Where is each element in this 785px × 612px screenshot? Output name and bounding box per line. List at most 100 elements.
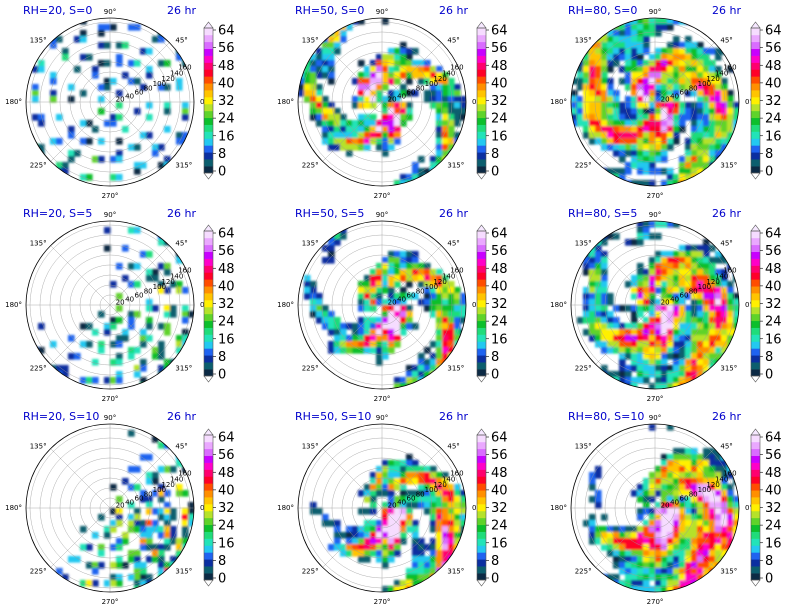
colorbar-min-extension <box>203 375 214 383</box>
angle-label: 315° <box>447 567 464 575</box>
radial-tick-label: 40 <box>397 92 406 100</box>
colorbar: 0 8 16 24 32 40 48 56 64 <box>476 224 508 383</box>
radial-tick-label: 60 <box>680 89 689 97</box>
radial-tick-label: 120 <box>706 278 719 286</box>
radial-tick-label: 120 <box>706 75 719 83</box>
radial-tick-label: 60 <box>680 495 689 503</box>
angle-label: 180° <box>277 301 294 309</box>
radial-tick-label: 20 <box>661 501 670 509</box>
polar-frame <box>25 423 195 593</box>
polar-grid <box>571 18 739 186</box>
colorbar-tick-label: 48 <box>765 59 782 74</box>
polar-frame <box>297 423 467 593</box>
radial-tick-label: 40 <box>125 498 134 506</box>
colorbar-tick-label: 32 <box>491 297 508 312</box>
colorbar-tick-label: 56 <box>491 244 508 259</box>
precip-field <box>56 430 194 592</box>
radial-tick-label: 60 <box>407 292 416 300</box>
colorbar-min-extension <box>203 172 214 180</box>
polar-panel-4: 20 40 60801001201401600°45°90°135°180°225°… <box>5 207 208 403</box>
colorbar-tick-label: 40 <box>765 76 782 91</box>
colorbar-max-extension <box>203 21 214 29</box>
colorbar: 0 8 16 24 32 40 48 56 64 <box>203 21 235 180</box>
angle-label: 135° <box>302 443 319 451</box>
panel-title: RH=50, S=5 <box>295 207 364 220</box>
angle-label: 0° <box>745 504 753 512</box>
radial-tick-label: 100 <box>153 486 166 494</box>
radial-tick-label: 160 <box>723 470 736 478</box>
panel-title: RH=20, S=5 <box>23 207 92 220</box>
angle-label: 90° <box>376 8 388 16</box>
polar-grid <box>26 221 194 389</box>
radial-tick-label: 40 <box>397 295 406 303</box>
colorbar-tick-label: 16 <box>491 129 508 144</box>
radial-tick-label: 120 <box>433 481 446 489</box>
radial-tick-label: 120 <box>433 75 446 83</box>
panel-time: 26 hr <box>712 207 741 220</box>
colorbar-tick-label: 40 <box>491 76 508 91</box>
radial-tick-label: 140 <box>442 273 455 281</box>
colorbar-max-extension <box>476 428 487 436</box>
colorbar-tick-label: 48 <box>218 466 235 481</box>
colorbar-tick-label: 48 <box>491 262 508 277</box>
colorbar-min-extension <box>203 579 214 587</box>
angle-label: 45° <box>175 37 187 45</box>
angle-label: 180° <box>550 98 567 106</box>
radial-tick-label: 80 <box>144 85 153 93</box>
colorbar-max-extension <box>476 21 487 29</box>
radial-tick-label: 80 <box>689 85 698 93</box>
angle-label: 180° <box>5 98 22 106</box>
colorbar-tick-label: 0 <box>218 368 226 383</box>
colorbar: 0 8 16 24 32 40 48 56 64 <box>203 428 235 587</box>
radial-tick-label: 60 <box>135 89 144 97</box>
radial-tick-label: 100 <box>425 80 438 88</box>
colorbar-tick-label: 56 <box>765 41 782 56</box>
colorbar-tick-label: 48 <box>491 466 508 481</box>
angle-label: 0° <box>745 301 753 309</box>
angle-label: 270° <box>374 598 391 606</box>
colorbar-tick-label: 48 <box>765 262 782 277</box>
colorbar-tick-label: 56 <box>765 448 782 463</box>
polar-frame <box>570 17 740 187</box>
colorbar-tick-label: 64 <box>218 24 235 39</box>
colorbar-tick-label: 24 <box>491 315 508 330</box>
colorbar-tick-label: 64 <box>765 227 782 242</box>
radial-tick-label: 160 <box>178 470 191 478</box>
radial-tick-label: 40 <box>125 295 134 303</box>
colorbar-tick-label: 24 <box>218 519 235 534</box>
angle-label: 315° <box>720 364 737 372</box>
polar-grid <box>571 221 739 389</box>
colorbar-tick-label: 24 <box>491 112 508 127</box>
panel-title: RH=50, S=10 <box>295 410 371 423</box>
colorbar-tick-label: 16 <box>765 536 782 551</box>
panel-time: 26 hr <box>439 4 468 17</box>
colorbar-tick-label: 0 <box>765 165 773 180</box>
colorbar-max-extension <box>750 428 761 436</box>
colorbar-tick-label: 40 <box>491 483 508 498</box>
radial-tick-label: 140 <box>442 476 455 484</box>
radial-tick-label: 120 <box>161 278 174 286</box>
angle-label: 45° <box>447 37 459 45</box>
colorbar-tick-label: 32 <box>765 94 782 109</box>
angle-label: 0° <box>472 301 480 309</box>
colorbar-tick-label: 24 <box>218 315 235 330</box>
colorbar-tick-label: 64 <box>491 24 508 39</box>
radial-tick-label: 40 <box>125 92 134 100</box>
radial-tick-label: 20 <box>116 95 125 103</box>
colorbar-tick-label: 32 <box>218 94 235 109</box>
radial-tick-label: 40 <box>670 498 679 506</box>
colorbar-tick-label: 8 <box>765 350 773 365</box>
angle-label: 45° <box>720 240 732 248</box>
angle-label: 225° <box>30 567 47 575</box>
colorbar-tick-label: 0 <box>218 165 226 180</box>
colorbar-tick-label: 24 <box>218 112 235 127</box>
radial-tick-label: 80 <box>689 288 698 296</box>
angle-label: 270° <box>102 395 119 403</box>
colorbar-tick-label: 40 <box>765 483 782 498</box>
radial-tick-label: 20 <box>116 298 125 306</box>
angle-label: 225° <box>575 161 592 169</box>
radial-tick-label: 80 <box>416 288 425 296</box>
angle-label: 225° <box>575 567 592 575</box>
